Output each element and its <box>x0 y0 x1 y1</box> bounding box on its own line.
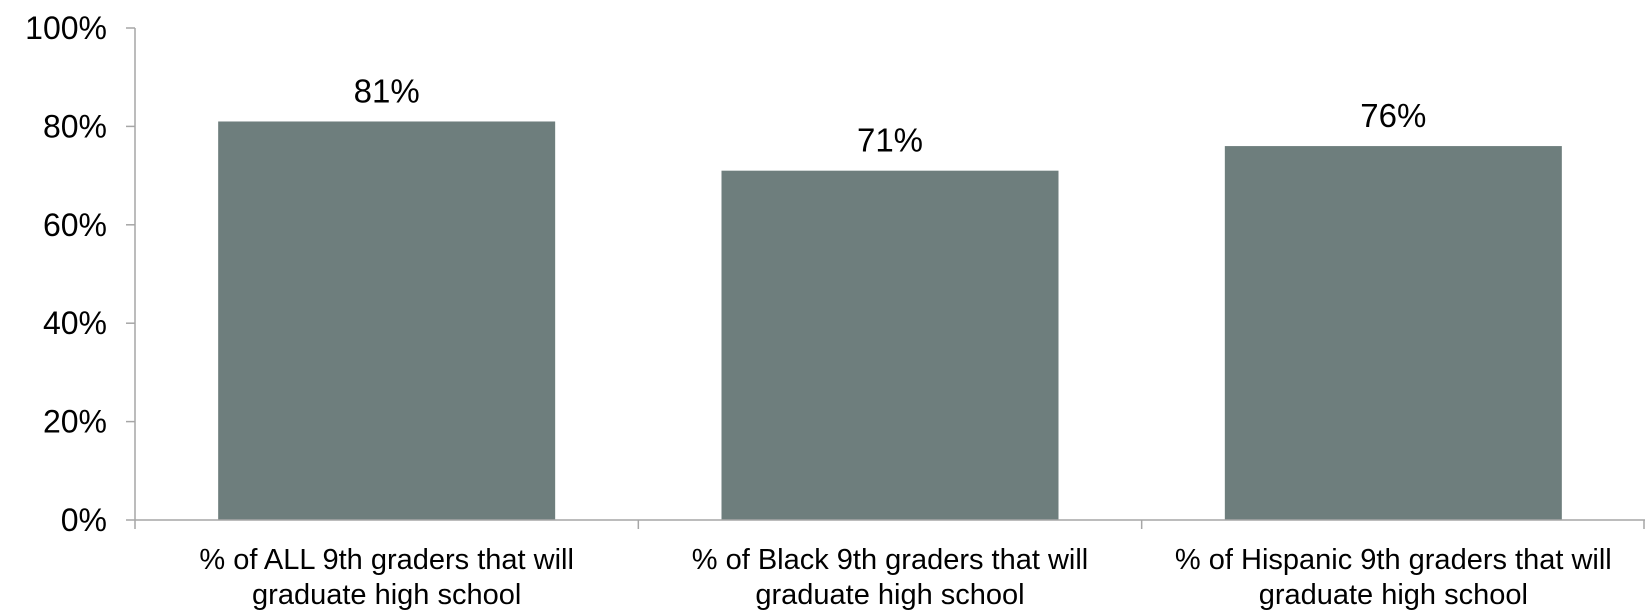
y-tick-label: 80% <box>43 108 107 144</box>
y-tick-label: 60% <box>43 207 107 243</box>
x-axis: % of ALL 9th graders that will graduate h… <box>134 519 1645 611</box>
bar-value-label: 81% <box>354 72 420 109</box>
y-tick-label: 20% <box>43 404 107 440</box>
bar <box>721 170 1059 520</box>
bar <box>218 121 556 520</box>
y-tick-label: 40% <box>43 305 107 341</box>
x-category-label: % of Black 9th graders that will graduate… <box>692 544 1089 611</box>
y-axis: 0% 20% 40% 60% 80% 100% <box>25 10 136 538</box>
bar <box>1224 146 1562 520</box>
x-category-label: % of ALL 9th graders that will graduate h… <box>199 544 574 611</box>
bar-value-label: 71% <box>857 122 923 159</box>
x-category-label: % of Hispanic 9th graders that will gradu… <box>1175 544 1612 611</box>
y-tick-label: 0% <box>61 502 107 538</box>
y-tick-label: 100% <box>25 10 107 46</box>
bars: 81% 71% 76% <box>218 72 1562 520</box>
bar-value-label: 76% <box>1360 97 1426 134</box>
